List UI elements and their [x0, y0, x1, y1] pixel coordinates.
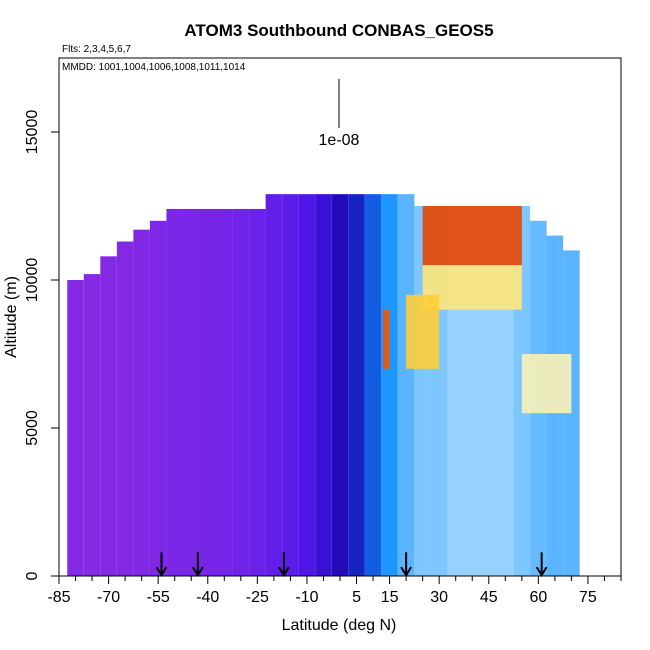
- scale-marker: 1e-08: [319, 79, 360, 149]
- flight-marker-0: [155, 552, 168, 577]
- flight-marker-3: [400, 552, 412, 577]
- heatmap-column-16: [331, 194, 349, 576]
- heatmap-feature-2: [406, 294, 440, 369]
- flight-marker-1: [191, 552, 204, 577]
- x-tick-label: 60: [529, 589, 547, 606]
- heatmap-feature-1: [422, 265, 522, 310]
- heatmap-column-15: [315, 194, 332, 576]
- scale-marker-label: 1e-08: [319, 132, 360, 149]
- flights-note: Flts: 2,3,4,5,6,7: [62, 44, 131, 55]
- axes: -85 -70 -55 -40 -25 -10 5 15 30 45 60 75 0 5000 10000 1…: [24, 110, 622, 606]
- heatmap-column-14: [298, 194, 316, 576]
- x-tick-label: 75: [579, 589, 597, 606]
- dates-note: MMDD: 1001,1004,1006,1008,1011,1014: [62, 62, 246, 73]
- x-axis-label: Latitude (deg N): [282, 617, 397, 634]
- heatmap-column-2: [100, 256, 117, 576]
- x-tick-label: -40: [196, 589, 219, 606]
- heatmap-column-19: [381, 194, 398, 576]
- heatmap-column-11: [249, 208, 266, 576]
- heatmap-feature-4: [382, 309, 390, 369]
- heatmap-column-4: [133, 229, 150, 576]
- y-tick-label: 15000: [24, 110, 41, 155]
- heatmap-column-1: [83, 274, 101, 576]
- heatmap-column-12: [265, 194, 283, 576]
- heatmap-column-9: [216, 208, 233, 576]
- heatmap-column-6: [166, 208, 183, 576]
- heatmap-feature-3: [521, 354, 572, 414]
- x-tick-label: -85: [47, 589, 70, 606]
- x-tick-label: 45: [480, 589, 498, 606]
- x-tick-label: -55: [147, 589, 170, 606]
- heatmap-column-0: [67, 280, 84, 576]
- y-axis-label: Altitude (m): [3, 276, 20, 358]
- y-tick-label: 5000: [24, 410, 41, 446]
- heatmap-column-10: [232, 208, 250, 576]
- heatmap-column-20: [397, 194, 415, 576]
- heatmap-column-18: [364, 194, 382, 576]
- heatmap-column-7: [182, 208, 200, 576]
- plot-area: [67, 194, 580, 577]
- heatmap-column-13: [282, 194, 299, 576]
- chart-title: ATOM3 Southbound CONBAS_GEOS5: [184, 21, 493, 40]
- heatmap-column-5: [149, 220, 167, 577]
- heatmap-column-17: [348, 194, 365, 576]
- heatmap-column-3: [116, 241, 134, 576]
- y-tick-label: 0: [24, 571, 41, 580]
- x-tick-label: 5: [352, 589, 361, 606]
- x-tick-label: 30: [430, 589, 448, 606]
- x-tick-label: 15: [381, 589, 399, 606]
- x-tick-label: -70: [97, 589, 120, 606]
- x-tick-label: -25: [246, 589, 269, 606]
- x-tick-label: -10: [295, 589, 318, 606]
- flight-marker-4: [535, 552, 548, 577]
- heatmap-column-8: [199, 208, 217, 576]
- flight-marker-2: [277, 552, 290, 577]
- heatmap-feature-0: [422, 206, 522, 266]
- y-tick-label: 10000: [24, 258, 41, 303]
